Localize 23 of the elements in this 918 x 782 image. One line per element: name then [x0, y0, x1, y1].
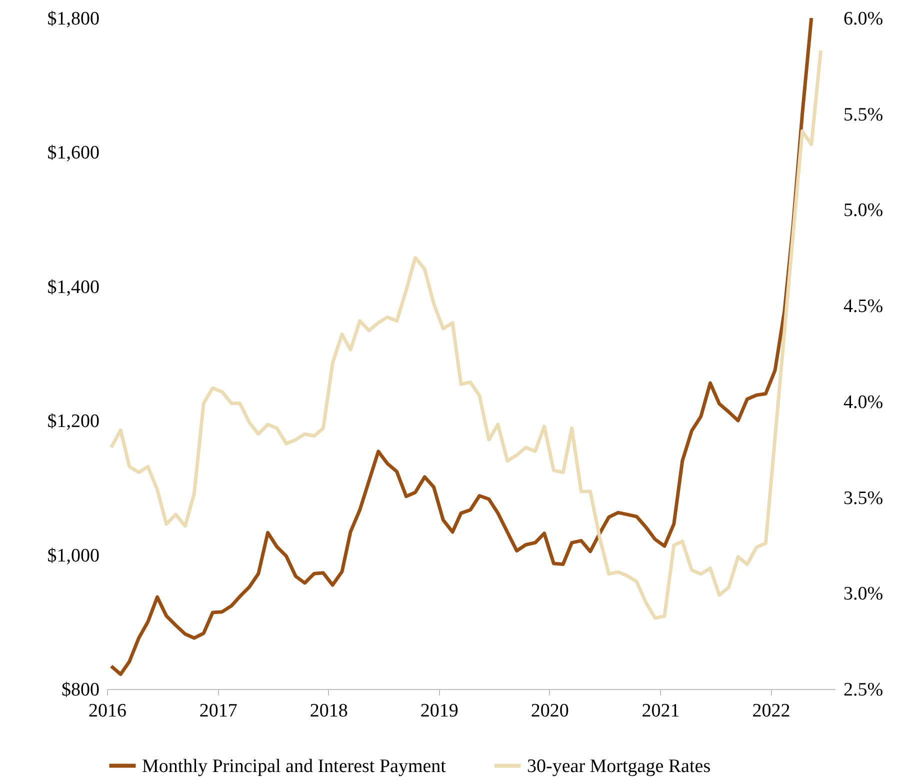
x-tick-label: 2016 — [88, 700, 126, 722]
x-tick-label: 2021 — [642, 700, 680, 722]
x-tick-label: 2018 — [310, 700, 348, 722]
y-tick-label: $1,800 — [47, 8, 100, 30]
y2-tick-label: 3.0% — [844, 584, 884, 605]
legend-label: 30-year Mortgage Rates — [527, 756, 711, 777]
y2-tick-label: 4.0% — [844, 392, 884, 413]
y-tick-label: $1,600 — [47, 142, 100, 164]
x-tick-label: 2020 — [530, 700, 569, 722]
x-tick-label: 2019 — [420, 700, 458, 722]
y2-tick-label: 5.5% — [844, 104, 884, 126]
y2-tick-label: 6.0% — [844, 8, 884, 30]
y-tick-label: $1,000 — [47, 545, 100, 566]
y2-tick-label: 4.5% — [844, 296, 884, 318]
y2-tick-label: 3.5% — [844, 488, 884, 509]
y2-tick-label: 2.5% — [844, 680, 884, 700]
y-tick-label: $1,400 — [47, 276, 100, 298]
x-tick-label: 2022 — [752, 700, 790, 722]
y-tick-label: $1,200 — [47, 411, 100, 432]
y2-tick-label: 5.0% — [844, 200, 884, 222]
y-tick-label: $800 — [62, 680, 100, 700]
x-tick-label: 2017 — [199, 700, 238, 722]
legend-label: Monthly Principal and Interest Payment — [142, 756, 447, 777]
